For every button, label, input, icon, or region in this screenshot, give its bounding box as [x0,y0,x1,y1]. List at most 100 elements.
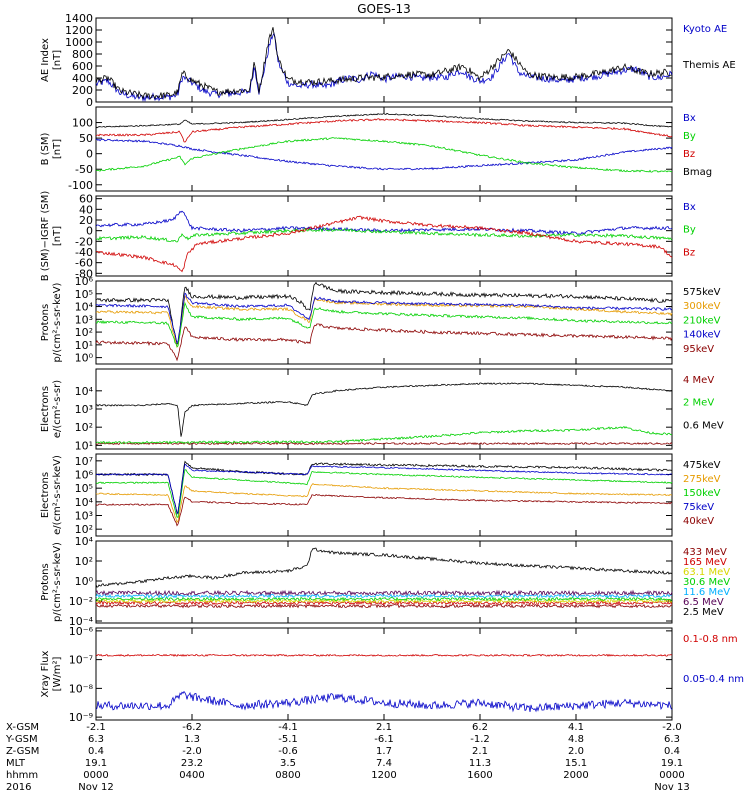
legend-475kev: 475keV [683,460,721,471]
y-tick-label: 50 [79,132,93,145]
footer-value: 1200 [371,770,396,781]
y-tick-label: 200 [72,84,93,97]
y-tick-label: -40 [75,246,93,259]
legend-140kev: 140keV [683,330,721,341]
y-axis-label: [nT] [52,139,63,159]
legend-6-5-mev: 6.5 MeV [683,597,724,608]
series-themis-ae [95,27,673,101]
legend-bx: Bx [683,113,696,124]
ephemeris-footer: X-GSM -2.1 -6.2 -4.1 2.1 6.2 4.1 -2.0 Y-GSM 6.3 1.… [5,722,690,793]
series-4-mev [95,441,673,446]
y-tick-label: 10⁵ [75,288,93,301]
panel-bsm: -100 -50 0 50 100 B (SM) [nT] Bx By Bz Bmag [40,106,712,192]
series-40kev [95,494,673,527]
legend-0-6-mev: 0.6 MeV [683,420,724,431]
series-433-mev [95,603,673,609]
legend-275kev: 275keV [683,474,721,485]
panel-frame [95,453,673,537]
y-axis-label: Protons [40,563,51,600]
legend-0-1-0-8-nm: 0.1-0.8 nm [683,634,738,645]
y-tick-label: 10⁻⁴ [69,615,94,628]
y-axis-label: [nT] [52,50,63,70]
footer-value: 0000 [83,770,108,781]
y-tick-label: 10³ [75,510,93,523]
legend-11-6-mev: 11.6 MeV [683,587,730,598]
legend-themis-ae: Themis AE [682,60,736,71]
series-300kev [95,294,673,349]
series-0-05-0-4-nm [95,690,673,713]
footer-value: 2000 [563,770,588,781]
footer-value: -6.2 [182,722,202,733]
series-0-6-mev [95,382,673,437]
y-tick-label: 10² [75,421,93,434]
y-axis-label: Xray Flux [40,650,51,697]
y-tick-label: -100 [68,179,93,192]
legend-0-05-0-4-nm: 0.05-0.4 nm [683,674,744,685]
series-6-5-mev [95,589,673,597]
series-0-1-0-8-nm [95,653,673,657]
footer-row-label: hhmm [6,770,38,781]
footer-value: 19.1 [661,758,683,769]
y-tick-label: 10⁶ [75,469,94,482]
panel-frame [95,368,673,450]
series-210kev [95,301,673,348]
y-tick-label: -80 [75,267,93,280]
footer-value: 2.0 [568,746,584,757]
legend-bz: Bz [683,149,695,160]
footer-value: 1600 [467,770,492,781]
y-tick-label: 0 [86,96,93,109]
footer-value: 2.1 [472,746,488,757]
footer-value: 15.1 [565,758,587,769]
y-axis-label: p/(cm²-s-sr-keV) [52,282,63,362]
y-tick-label: -60 [75,257,93,270]
y-tick-label: 10¹ [75,339,93,352]
series-by [95,137,672,173]
y-axis-label: Electrons [40,386,51,432]
y-axis-label: e/(cm²-s-sr-keV) [52,455,63,535]
y-tick-label: -50 [75,163,93,176]
legend-2-5-mev: 2.5 MeV [683,607,724,618]
legend-95kev: 95keV [683,344,714,355]
footer-row-label: Z-GSM [6,746,39,757]
y-tick-label: 10² [75,523,93,536]
footer-value: -4.1 [278,722,298,733]
y-tick-label: 1000 [65,36,93,49]
footer-row-label: Y-GSM [5,734,38,745]
chart-title: GOES-13 [357,2,411,16]
y-axis-label: e/(cm²-s-sr) [52,380,63,438]
y-tick-label: 0 [86,148,93,161]
y-tick-label: 800 [72,48,93,61]
legend-63-1-mev: 63.1 MeV [683,567,730,578]
footer-value: 11.3 [469,758,491,769]
y-tick-label: 10⁻⁶ [69,625,94,638]
footer-value: 3.5 [280,758,296,769]
y-axis-label: Protons [40,304,51,341]
footer-value: 0.4 [664,746,680,757]
y-tick-label: 10² [75,326,93,339]
footer-value: 0800 [275,770,300,781]
legend-2-mev: 2 MeV [683,398,714,409]
footer-value: 4.8 [568,734,584,745]
panel-frame [95,17,673,103]
y-axis-label: AE Index [40,38,51,82]
y-tick-label: 60 [79,193,93,206]
y-axis-label: p/(cm²-s-sr-keV) [52,542,63,622]
y-tick-label: 10⁴ [75,301,94,314]
series-bz [95,215,673,273]
footer-value: 0400 [179,770,204,781]
footer-value: -5.1 [278,734,298,745]
footer-value: 6.2 [472,722,488,733]
legend-kyoto-ae: Kyoto AE [683,24,727,35]
footer-value: 19.1 [85,758,107,769]
footer-row-label: X-GSM [6,722,39,733]
y-tick-label: 10³ [75,313,93,326]
footer-value: -2.0 [182,746,202,757]
legend-300kev: 300keV [683,301,721,312]
footer-row-label: MLT [6,758,26,769]
y-tick-label: 10¹ [75,439,93,452]
legend-4-mev: 4 MeV [683,375,714,386]
y-tick-label: 1400 [65,12,93,25]
